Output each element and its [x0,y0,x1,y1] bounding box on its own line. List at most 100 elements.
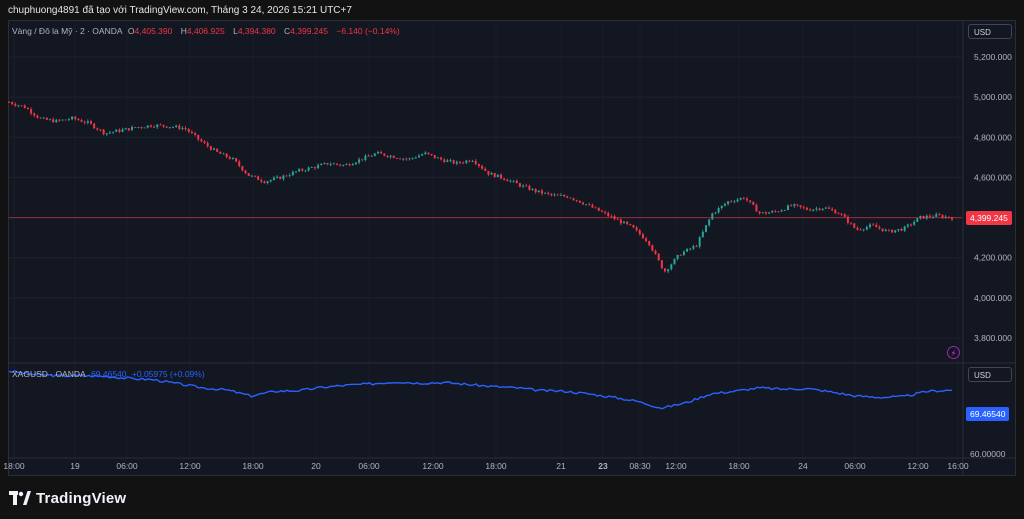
candle-body [310,167,313,169]
candle-body [493,173,496,178]
candle-body [380,151,383,154]
main-symbol[interactable]: Vàng / Đô la Mỹ · 2 · OANDA [12,26,123,36]
candle-body [433,155,436,158]
candle-body [288,175,291,177]
y-tick-label: 3,800.000 [974,333,1012,343]
candle-body [127,128,130,131]
candle-body [52,119,55,123]
candle-body [720,205,723,209]
candle-body [805,207,808,210]
main-legend: Vàng / Đô la Mỹ · 2 · OANDA O4,405.390 H… [12,26,403,36]
candle-body [200,139,203,142]
candle-body [686,248,689,252]
candle-body [935,214,938,217]
candle-body [181,127,184,129]
candle-body [777,211,780,213]
candle-body [906,224,909,227]
candle-body [787,205,789,210]
candle-body [594,207,597,209]
candle-body [408,158,411,160]
candle-body [780,210,783,212]
candle-body [159,124,162,126]
tradingview-logo[interactable]: TradingView [9,489,126,507]
y-tick-label: 60.00000 [970,449,1006,459]
candle-body [364,155,367,160]
candle-body [831,208,834,211]
candle-body [746,198,748,201]
candle-body [566,196,569,198]
x-tick-label: 18:00 [242,461,264,471]
xagusd-symbol[interactable]: XAGUSD · OANDA [12,369,86,379]
high-label: H [180,26,187,36]
candle-body [178,125,181,129]
candle-body [108,132,111,134]
candle-body [749,200,752,202]
candle-body [405,158,408,160]
candle-body [509,180,512,182]
candle-body [578,200,581,203]
candle-body [752,201,755,205]
candle-body [184,127,187,130]
candle-body [708,219,711,226]
candle-body [635,227,638,231]
candle-body [938,214,941,216]
candle-body [651,245,654,251]
candle-body [809,209,812,211]
candle-body [427,152,430,154]
candle-body [897,228,900,231]
candle-body [496,174,499,178]
candle-body [272,177,275,180]
candle-body [115,129,118,132]
candle-body [500,174,502,179]
candle-body [925,215,928,219]
candle-body [411,157,414,159]
x-tick-label: 16:00 [947,461,969,471]
candle-body [645,238,648,242]
candle-body [42,117,45,119]
candle-body [263,181,266,184]
candle-body [869,224,871,227]
candle-body [20,105,23,107]
candle-body [660,260,663,269]
candle-body [102,129,105,135]
candle-body [313,167,316,169]
candle-body [556,194,559,196]
chart-frame[interactable] [8,20,1016,476]
candle-body [291,171,294,176]
xagusd-line [8,370,952,410]
last-price-tag-xagusd: 69.46540 [966,407,1010,421]
candle-body [285,175,288,177]
candle-body [689,248,692,250]
currency-button-xagusd[interactable]: USD [968,367,1012,382]
candle-body [112,131,115,133]
candle-body [544,192,547,194]
lightning-icon[interactable]: ⚡ [947,346,960,359]
candle-body [846,216,849,223]
candle-body [774,211,777,212]
candle-body [887,229,890,231]
candle-body [541,190,543,194]
candle-body [623,221,625,224]
candle-body [657,253,660,261]
currency-button-main[interactable]: USD [968,24,1012,39]
candle-body [418,155,420,158]
candle-body [698,237,701,247]
candle-body [648,241,651,246]
candle-body [361,159,364,161]
x-tick-label: 08:30 [629,461,651,471]
candle-body [477,164,480,166]
candle-body [250,175,253,177]
candle-body [317,165,320,169]
candle-body [569,197,572,199]
candle-body [395,158,398,159]
candle-body [796,204,799,206]
candle-body [932,216,935,218]
open-value: 4,405.390 [134,26,173,36]
candle-body [298,169,301,172]
candle-body [739,197,742,200]
candle-body [213,148,215,150]
candle-body [358,159,361,163]
candle-body [392,155,395,159]
candle-body [254,175,256,177]
